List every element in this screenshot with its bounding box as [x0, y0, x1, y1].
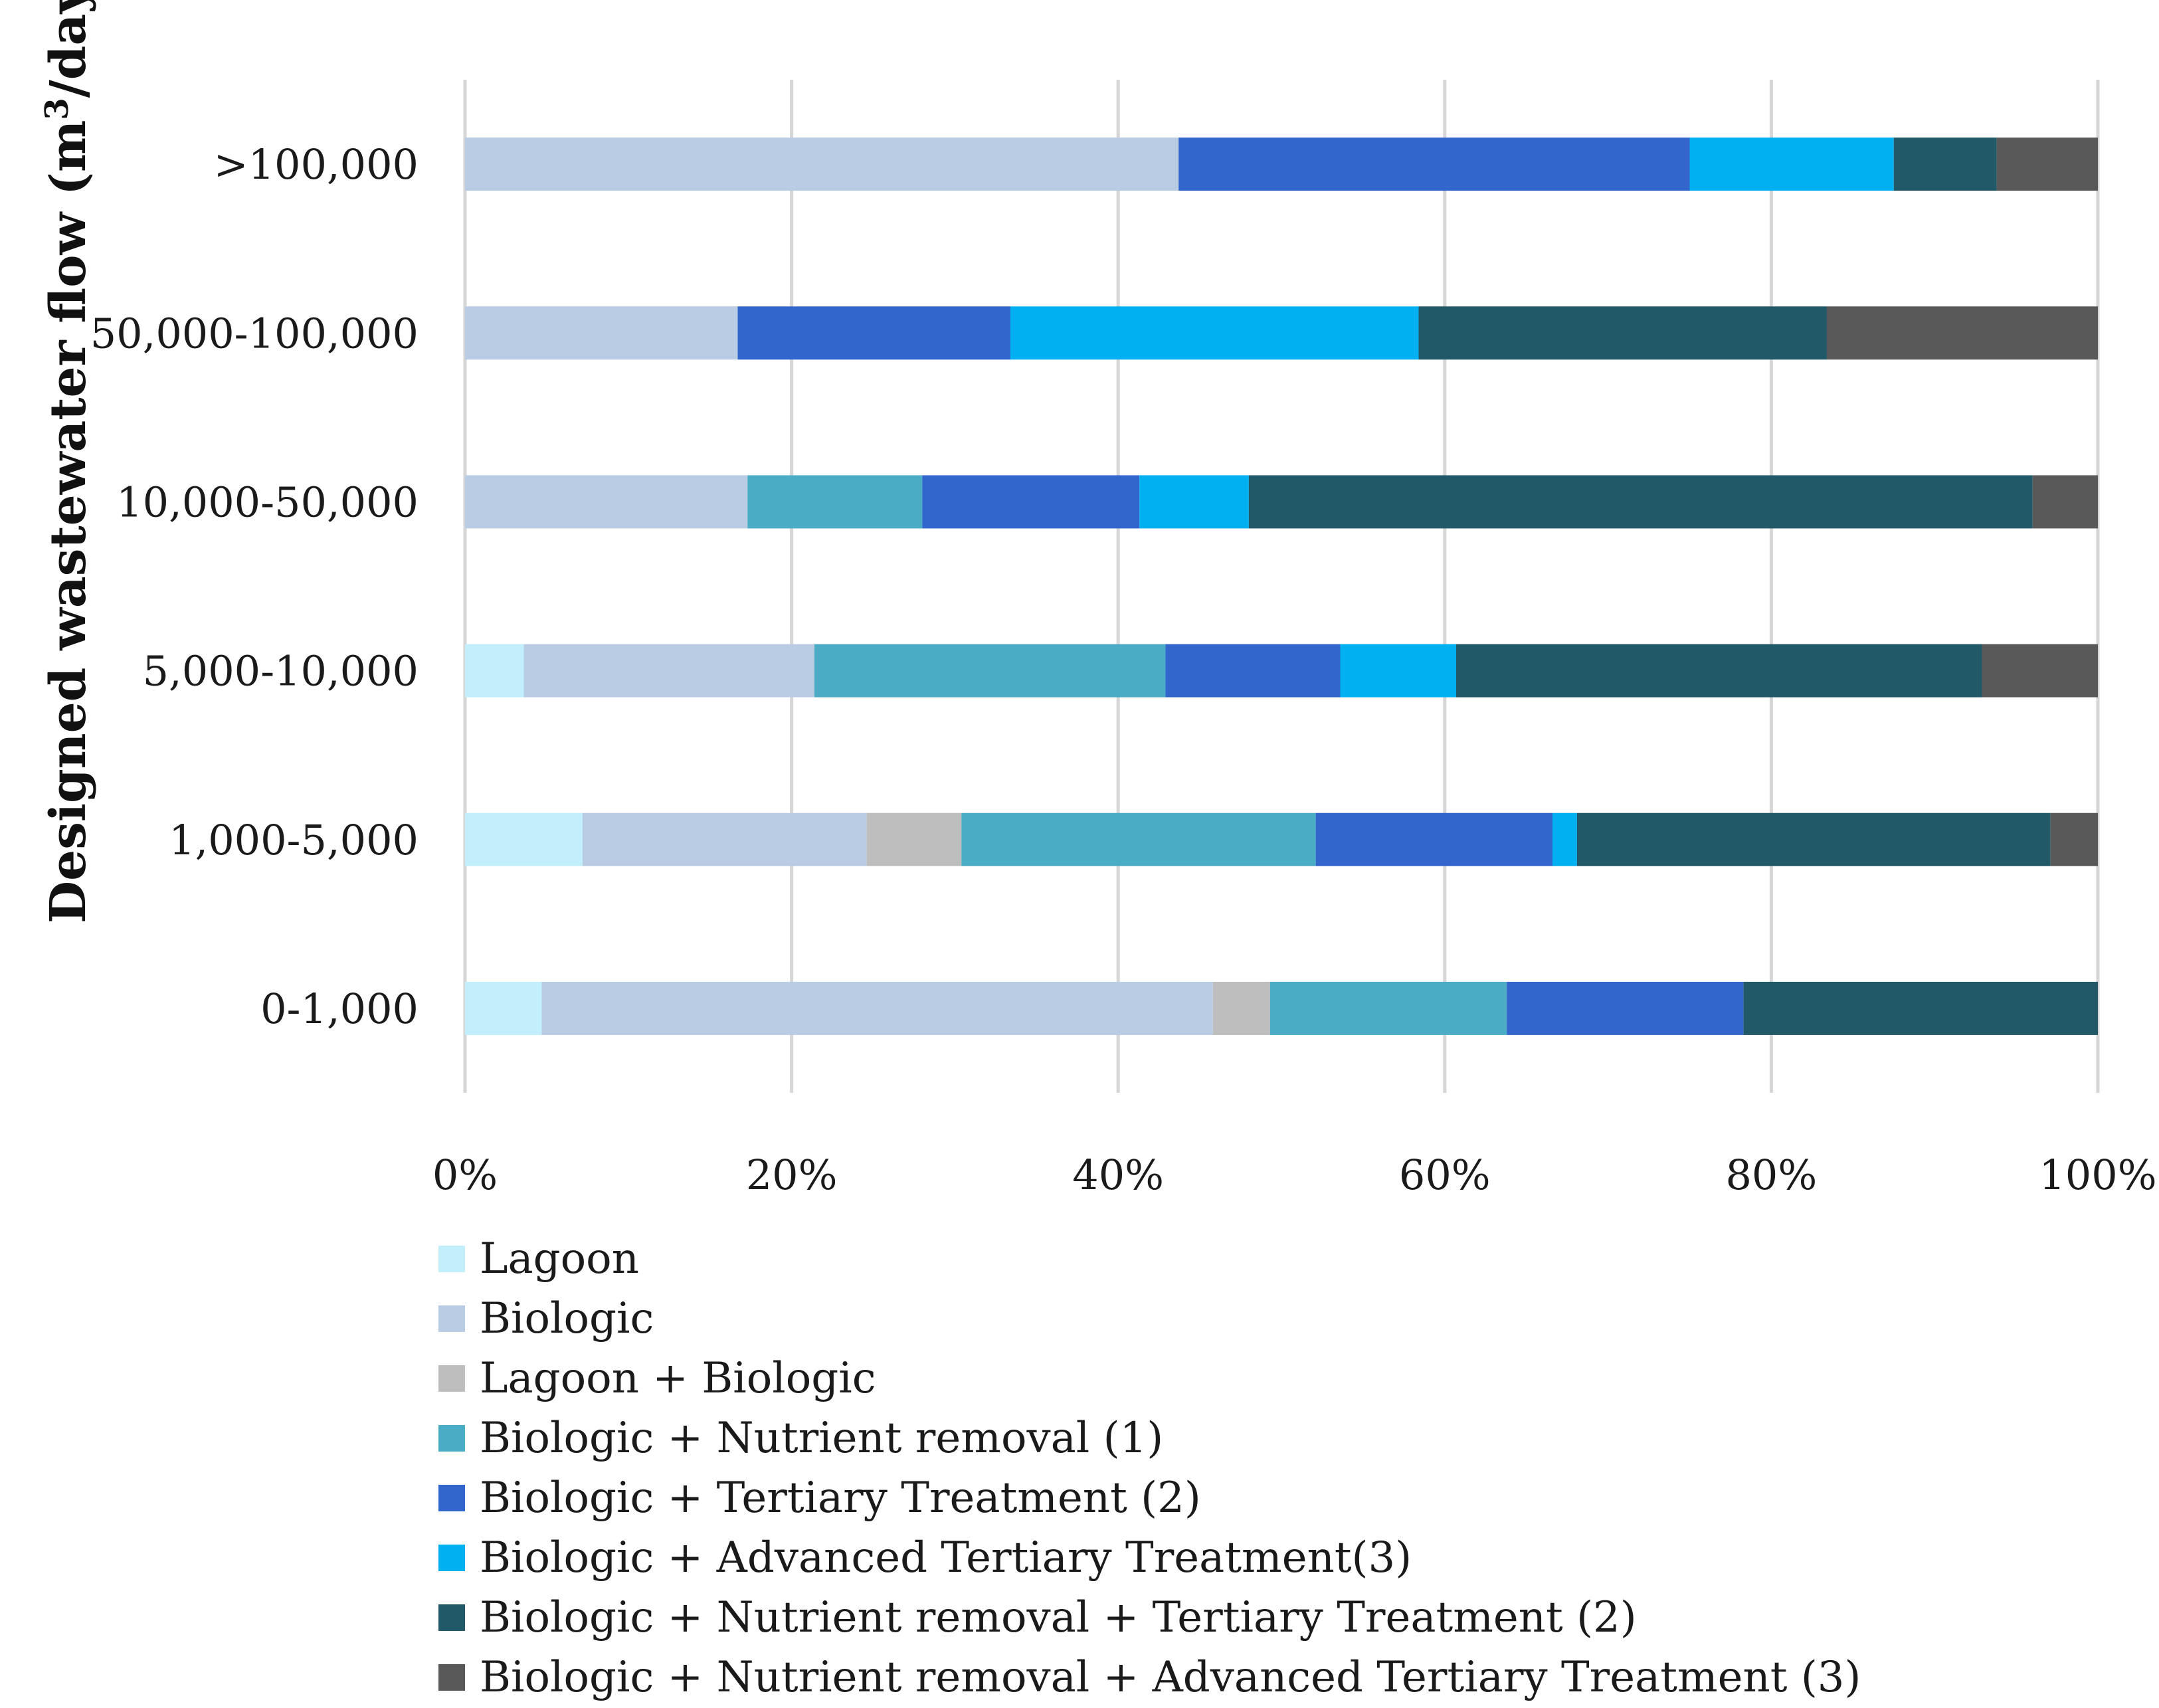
category-tick-label: 1,000-5,000: [169, 816, 419, 864]
bar-segment: [523, 644, 815, 698]
bar-segment: [1982, 644, 2098, 698]
y-axis-title-tail: /day): [40, 0, 97, 98]
bar-segment: [1248, 475, 2033, 529]
y-axis-title-superscript: 3: [39, 98, 76, 120]
bar-segment: [465, 138, 1179, 191]
legend-swatch: [438, 1545, 465, 1571]
category-tick-label: 5,000-10,000: [143, 647, 419, 696]
bar-segment: [1893, 138, 1997, 191]
legend-item: Biologic + Advanced Tertiary Treatment(3…: [438, 1528, 1861, 1588]
x-tick-label: 100%: [2039, 1151, 2156, 1199]
legend-item: Biologic + Nutrient removal (1): [438, 1408, 1861, 1468]
bar-segment: [1826, 306, 2098, 360]
legend-item: Lagoon + Biologic: [438, 1349, 1861, 1408]
stacked-bar-chart: 0-1,000 1,000-5,000 5,000-10,000 10,000-50,…: [39, 0, 2157, 1199]
bar-segment: [1507, 981, 1744, 1035]
bar-segment: [922, 475, 1140, 529]
legend-label: Biologic: [480, 1294, 654, 1343]
legend-swatch: [438, 1246, 465, 1272]
legend-label: Biologic + Advanced Tertiary Treatment(3…: [480, 1533, 1412, 1582]
x-tick-label: 80%: [1725, 1151, 1817, 1199]
bar-segment: [582, 812, 867, 866]
legend-swatch: [438, 1425, 465, 1452]
bar-segment: [465, 475, 748, 529]
legend: Lagoon Biologic Lagoon + Biologic Biologic …: [438, 1229, 1861, 1707]
legend-swatch: [438, 1305, 465, 1332]
legend-item: Lagoon: [438, 1229, 1861, 1289]
y-axis-title: Designed wastewater flow (m3/day): [39, 0, 97, 923]
bar-segment: [465, 306, 738, 360]
category-tick-label: >100,000: [214, 140, 419, 189]
legend-item: Biologic + Nutrient removal + Tertiary T…: [438, 1588, 1861, 1648]
legend-label: Lagoon: [480, 1234, 639, 1283]
legend-swatch: [438, 1664, 465, 1691]
bar-segment: [866, 812, 962, 866]
category-tick-label: 10,000-50,000: [116, 478, 419, 526]
bar-segment: [1165, 644, 1341, 698]
x-tick-label: 0%: [432, 1151, 498, 1199]
legend-item: Biologic: [438, 1289, 1861, 1349]
gridlines: [463, 80, 2100, 1093]
bar-segment: [1552, 812, 1577, 866]
x-tick-labels: 0% 20% 40% 60% 80% 100%: [432, 1151, 2157, 1199]
x-tick-label: 60%: [1399, 1151, 1491, 1199]
category-tick-label: 50,000-100,000: [90, 309, 419, 357]
x-tick-label: 40%: [1072, 1151, 1164, 1199]
category-tick-labels: 0-1,000 1,000-5,000 5,000-10,000 10,000-50,…: [90, 140, 419, 1033]
bar-segment: [465, 812, 583, 866]
bar-segment: [1340, 644, 1457, 698]
bar-segment: [1689, 138, 1894, 191]
bar-segment: [1576, 812, 2051, 866]
bar-segment: [737, 306, 1010, 360]
legend-item: Biologic + Tertiary Treatment (2): [438, 1468, 1861, 1528]
category-tick-label: 0-1,000: [260, 985, 419, 1033]
bar-segment: [1010, 306, 1419, 360]
bar-segment: [1996, 138, 2098, 191]
bar-segment: [1743, 981, 2098, 1035]
bar-segment: [465, 644, 524, 698]
legend-swatch: [438, 1365, 465, 1392]
legend-label: Biologic + Tertiary Treatment (2): [480, 1473, 1201, 1523]
legend-label: Biologic + Nutrient removal (1): [480, 1414, 1164, 1463]
x-tick-label: 20%: [746, 1151, 838, 1199]
legend-item: Biologic + Nutrient removal + Advanced T…: [438, 1648, 1861, 1707]
bar-segment: [1456, 644, 1982, 698]
bar-segment: [747, 475, 923, 529]
bar-segment: [1178, 138, 1690, 191]
legend-label: Biologic + Nutrient removal + Advanced T…: [480, 1653, 1861, 1702]
bar-segment: [465, 981, 542, 1035]
bars: [465, 138, 2098, 1035]
legend-label: Lagoon + Biologic: [480, 1354, 876, 1403]
bar-segment: [961, 812, 1316, 866]
bar-segment: [1418, 306, 1827, 360]
bar-segment: [1269, 981, 1507, 1035]
legend-label: Biologic + Nutrient removal + Tertiary T…: [480, 1593, 1637, 1642]
bar-segment: [1315, 812, 1553, 866]
bar-segment: [2050, 812, 2098, 866]
bar-segment: [2032, 475, 2098, 529]
y-axis-title-main: Designed wastewater flow (m: [40, 120, 97, 923]
bar-segment: [541, 981, 1213, 1035]
legend-swatch: [438, 1604, 465, 1631]
legend-swatch: [438, 1485, 465, 1511]
bar-segment: [1212, 981, 1270, 1035]
bar-segment: [814, 644, 1166, 698]
bar-segment: [1139, 475, 1249, 529]
